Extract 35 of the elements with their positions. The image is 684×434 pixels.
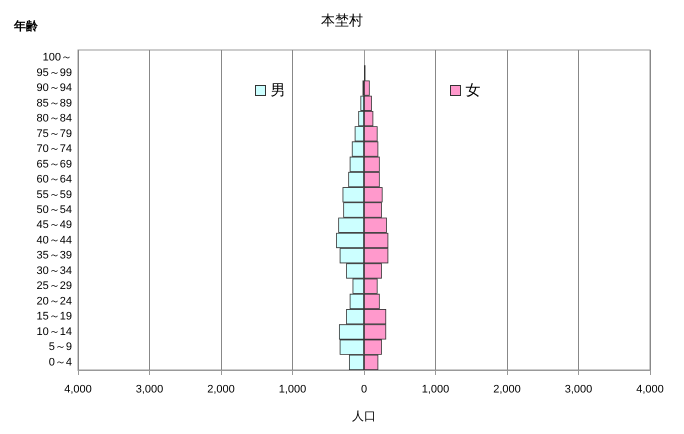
x-tick-label: 4,000 bbox=[64, 384, 92, 396]
y-tick-label: 45～49 bbox=[36, 219, 72, 232]
y-tick-label: 85～89 bbox=[36, 97, 72, 110]
x-tick-label: 0 bbox=[360, 384, 368, 396]
y-tick-label: 95～99 bbox=[36, 66, 72, 79]
x-tick-label: 2,000 bbox=[493, 384, 521, 396]
y-tick-label: 80～84 bbox=[36, 112, 72, 125]
legend-label: 女 bbox=[466, 82, 480, 99]
y-tick-label: 15～19 bbox=[36, 310, 72, 323]
y-tick-label: 50～54 bbox=[36, 204, 72, 216]
y-tick-label: 0～4 bbox=[48, 356, 72, 368]
y-tick-label: 90～94 bbox=[36, 82, 72, 94]
legend-label: 男 bbox=[270, 82, 286, 99]
y-tick-label: 25～29 bbox=[36, 280, 72, 292]
y-tick-label: 20～24 bbox=[36, 295, 72, 308]
y-tick-label: 70～74 bbox=[36, 143, 72, 156]
y-tick-label: 35～39 bbox=[36, 250, 72, 262]
y-tick-label: 55～59 bbox=[36, 188, 72, 201]
y-tick-label: 75～79 bbox=[36, 128, 72, 140]
y-tick-label: 100～ bbox=[42, 52, 72, 64]
y-tick-label: 40～44 bbox=[36, 234, 72, 246]
x-tick-label: 1,000 bbox=[422, 384, 450, 396]
x-tick-label: 3,000 bbox=[564, 384, 592, 396]
y-tick-label: 10～14 bbox=[36, 326, 72, 338]
y-tick-label: 30～34 bbox=[36, 264, 72, 277]
x-axis-title: 人口 bbox=[352, 409, 376, 423]
x-tick-label: 3,000 bbox=[136, 384, 164, 396]
y-tick-label: 5～9 bbox=[48, 341, 72, 354]
x-tick-label: 2,000 bbox=[207, 384, 235, 396]
x-tick-label: 1,000 bbox=[278, 384, 306, 396]
x-tick-label: 4,000 bbox=[636, 384, 664, 396]
chart-title: 本埜村 bbox=[321, 12, 363, 28]
y-tick-label: 65～69 bbox=[36, 158, 72, 170]
y-tick-label: 60～64 bbox=[36, 174, 72, 186]
y-axis-title: 年齢 bbox=[13, 19, 39, 33]
